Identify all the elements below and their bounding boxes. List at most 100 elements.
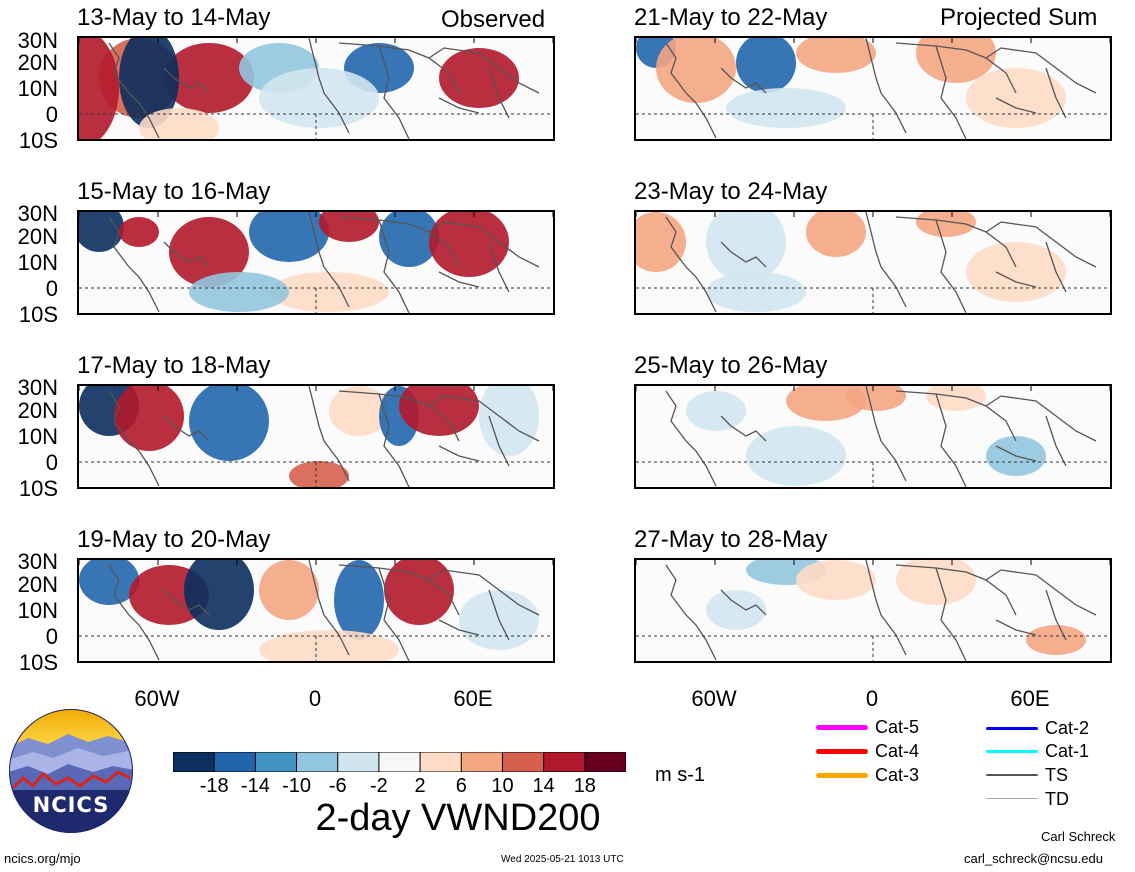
coastline [308,386,350,482]
coastline [438,619,480,636]
coastline [108,390,160,487]
ncics-logo: NCICS [8,708,134,834]
anomaly-blob [184,560,254,630]
anomaly-blob [896,560,976,605]
lat-label: 30N [17,375,58,400]
lat-label: 20N [17,572,58,597]
map-panel [634,384,1112,489]
anomaly-blob [726,88,846,128]
legend-line-cat3 [816,773,868,778]
legend-line-ts [986,774,1038,776]
lat-label: 0 [45,102,58,127]
colorbar-swatch [419,751,463,773]
anomaly-blob [79,212,124,252]
anomaly-blob [429,212,509,277]
coastline [935,567,967,661]
coastline [163,67,210,94]
colorbar-swatch [460,751,504,773]
anomaly-blob [79,38,119,139]
anomaly-blob [379,212,439,267]
anomaly-blob [384,560,454,625]
colorbar-swatch [213,751,257,773]
coastline [1045,67,1067,119]
anomaly-blob [119,38,179,128]
colorbar-tick-label: -6 [328,775,347,797]
coastline [665,42,717,139]
legend-line-td [986,798,1038,799]
footer-timestamp: Wed 2025-05-21 1013 UTC [501,854,624,865]
units-label: m s-1 [655,764,705,786]
coastline [665,390,717,487]
lat-label: 10N [17,250,58,275]
coastline [865,560,907,656]
lat-label: 30N [17,201,58,226]
anomaly-blob [916,38,996,83]
legend-label: TS [1045,765,1069,785]
footer-author: Carl Schreck [1041,829,1116,844]
colorbar-swatch [378,751,421,773]
anomaly-blob [706,272,806,312]
coastline [865,386,907,482]
colorbar-tick-label: 2 [414,775,426,797]
anomaly-blob [164,43,254,113]
anomaly-blob [1026,625,1086,655]
coastline [985,221,1097,268]
coastline [338,390,460,442]
anomaly-blob [189,386,269,461]
colorbar-tick-label: 6 [455,775,467,797]
coastline [720,589,767,616]
coastline [338,564,460,616]
coastline [163,241,210,268]
colorbar-swatch [296,751,339,773]
anomaly-blob [269,272,389,312]
legend-line-cat5 [816,725,868,730]
anomaly-field [636,38,1110,139]
colorbar-tick-label: 14 [532,775,555,797]
lat-label: 10S [18,650,58,675]
anomaly-blob [259,560,319,620]
anomaly-blob [746,426,846,486]
map-panel [77,210,555,315]
lon-label: 0 [308,686,322,711]
coastline [995,619,1037,636]
coastline [378,393,410,487]
coastline [438,97,480,114]
legend-label: Cat-3 [875,765,920,785]
coastline [865,212,907,308]
coastline [108,216,160,313]
anomaly-blob [249,212,329,262]
colorbar-swatch [543,751,586,773]
lat-label: 0 [45,624,58,649]
panel-title-left-3: 17-May to 18-May [77,352,271,379]
coastline [378,219,410,313]
coastline [488,589,510,641]
colorbar-tick-label: 18 [573,775,596,797]
legend-label: Cat-4 [875,741,920,761]
anomaly-field [79,212,553,313]
coastline [308,560,350,656]
coastline [895,42,1017,94]
coastline [488,415,510,467]
anomaly-blob [796,38,876,73]
logo-text: NCICS [33,793,110,817]
colorbar-swatch [172,751,215,773]
lat-label: 10S [18,302,58,327]
panel-title-right-3: 25-May to 26-May [634,352,828,379]
coastline [895,216,1017,268]
projected-sum-label: Projected Sum [940,4,1098,31]
lat-label: 0 [45,276,58,301]
lat-label: 10N [17,598,58,623]
colorbar-swatch [337,751,380,773]
panel-title-left-1: 13-May to 14-May [77,4,271,31]
map-panel [634,210,1112,315]
lat-label: 30N [17,28,58,53]
colorbar [172,751,627,773]
anomaly-blob [169,217,249,287]
coastline [935,393,967,487]
anomaly-blob [114,386,184,451]
map-panel [634,558,1112,663]
coastline [995,271,1037,288]
anomaly-field [79,560,553,661]
coastline [895,390,1017,442]
coastline [428,47,540,94]
